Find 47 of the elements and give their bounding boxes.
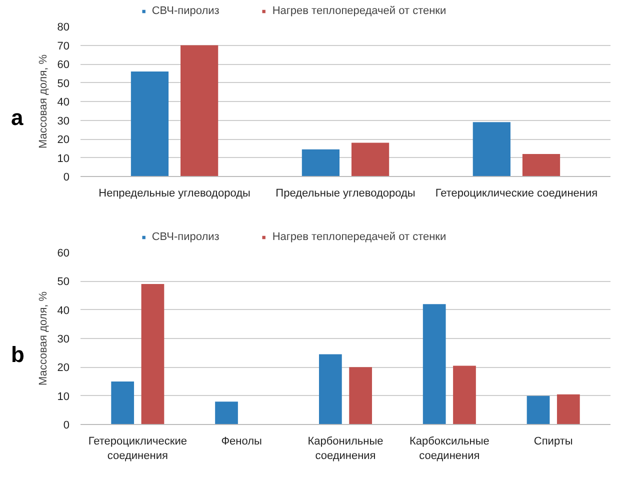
y-tick-label: 0 [63,420,70,432]
bar [556,394,580,424]
legend-label: Нагрев теплопередачей от стенки [272,231,446,243]
bar [422,304,446,424]
bar [302,149,340,176]
y-tick-label: 40 [57,96,70,108]
bar [111,382,134,424]
text: b [11,341,24,369]
y-tick-label: 10 [57,390,70,403]
y-tick-label: 20 [57,362,70,374]
y-tick-label: 80 [57,22,70,34]
text: a [11,104,24,132]
y-tick-label: 20 [57,134,70,146]
y-axis-title: Массовая доля, % [37,291,50,386]
bar [130,72,169,176]
y-axis-title: Массовая доля, % [37,54,50,149]
bar [526,396,550,424]
legend-label: СВЧ-пиролиз [152,231,220,243]
x-tick-label: Непредельные углеводороды [98,188,250,200]
y-tick-label: 10 [57,152,70,165]
y-tick-label: 50 [57,276,70,288]
y-tick-label: 70 [57,40,70,52]
bar [349,367,372,424]
y-tick-label: 60 [57,59,70,71]
bar [453,366,476,424]
bar [319,354,342,424]
x-tick-label: Предельные углеводороды [276,188,416,200]
x-tick-label: Карбонильные соединения [308,436,384,462]
x-tick-label: Гетероциклические соединения [435,188,598,200]
x-tick-label: Спирты [534,436,573,448]
y-tick-label: 50 [57,78,70,90]
bar [472,122,510,176]
bar [522,154,560,176]
y-tick-label: 60 [57,248,70,260]
legend-label: СВЧ-пиролиз [152,5,220,17]
bar [351,142,390,176]
y-tick-label: 0 [63,172,70,184]
bar [180,45,218,176]
x-tick-label: Гетероциклические соединения [88,436,187,462]
y-tick-label: 30 [57,115,70,128]
bar [141,284,164,424]
legend-label: Нагрев теплопередачей от стенки [272,5,446,17]
y-tick-label: 30 [57,334,70,346]
x-tick-label: Фенолы [221,436,262,448]
x-tick-label: Карбоксильные соединения [409,436,490,462]
bar [215,402,238,424]
y-tick-label: 40 [57,304,70,317]
